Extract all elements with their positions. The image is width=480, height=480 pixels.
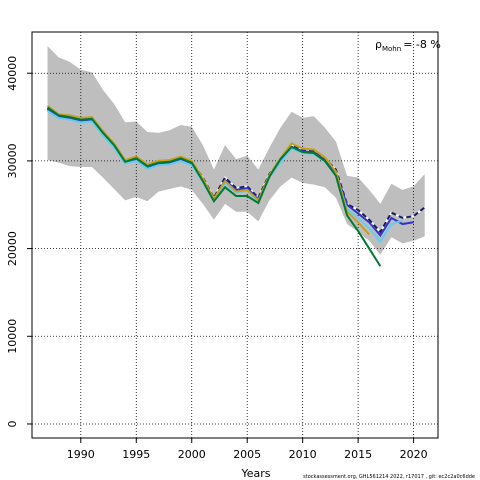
x-tick-label: 1990 [67, 448, 95, 461]
x-tick-label: 2015 [344, 448, 372, 461]
y-tick-label: 0 [6, 420, 19, 427]
x-tick-label: 2000 [178, 448, 206, 461]
y-tick-label: 20000 [6, 231, 19, 266]
series-line [46, 106, 382, 267]
rho-symbol: ρ [375, 38, 382, 51]
y-tick-label: 40000 [6, 56, 19, 91]
annotation: ρMohn = -8 % [375, 38, 441, 53]
series-line [46, 104, 370, 236]
y-tick-label: 10000 [6, 319, 19, 354]
x-tick-label: 2010 [289, 448, 317, 461]
footer: stockassessment.org, GHL561214 2022, r17… [303, 474, 475, 480]
y-tick-label: 30000 [6, 143, 19, 178]
rho-text: = -8 % [403, 38, 441, 51]
x-tick-label: 2020 [400, 448, 428, 461]
rho-subscript: Mohn [382, 45, 401, 53]
plot-frame [31, 31, 439, 439]
x-axis-label: Years [240, 467, 270, 480]
x-tick-label: 1995 [122, 448, 150, 461]
x-tick-label: 2005 [233, 448, 261, 461]
confidence-band [47, 46, 425, 255]
